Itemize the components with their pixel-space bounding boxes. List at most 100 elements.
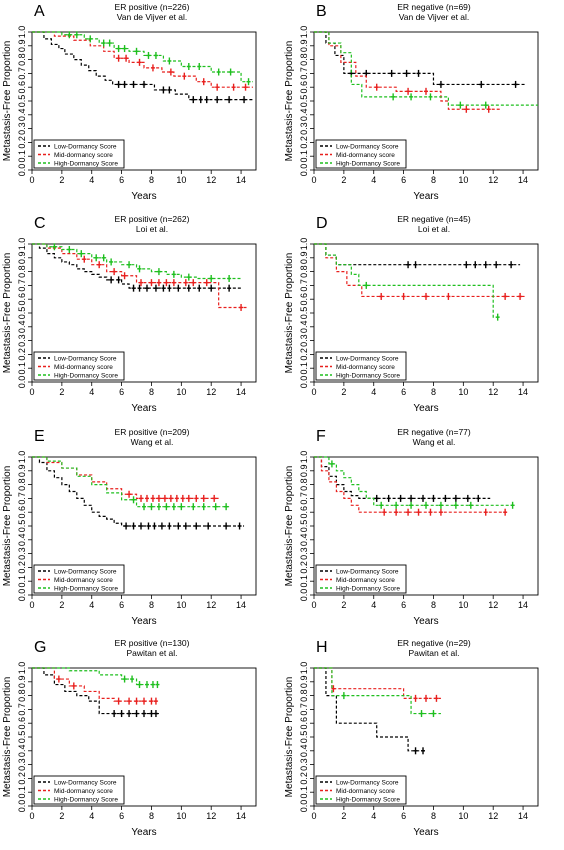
- km-series-low: [32, 31, 254, 104]
- x-tick-label: 10: [458, 811, 468, 821]
- x-axis-label: Years: [413, 191, 438, 202]
- x-axis-label: Years: [413, 403, 438, 414]
- y-tick-label: 0.3: [299, 334, 309, 347]
- km-series-low: [32, 667, 159, 718]
- km-curve-mid: [314, 243, 527, 298]
- x-tick-label: 12: [206, 600, 216, 610]
- km-curve-low: [314, 667, 426, 752]
- panel-letter: G: [34, 639, 46, 656]
- km-series-mid: [314, 243, 527, 300]
- x-tick-label: 0: [311, 811, 316, 821]
- y-tick-label: 0.5: [299, 95, 309, 108]
- y-tick-label: 0.7: [299, 703, 309, 716]
- y-tick-label: 0.1: [17, 575, 27, 588]
- y-tick-label: 0.0: [17, 164, 27, 177]
- x-tick-label: 2: [341, 811, 346, 821]
- x-tick-label: 2: [59, 175, 64, 185]
- y-tick-label: 0.4: [299, 534, 309, 547]
- panel-letter: C: [34, 215, 46, 232]
- legend-label-mid: Mid-dormancy score: [336, 577, 395, 584]
- km-series-high: [32, 456, 230, 511]
- legend-label-low: Low-Dormancy Score: [54, 568, 117, 575]
- y-tick-label: 0.9: [299, 40, 309, 53]
- km-curve-high: [314, 667, 441, 715]
- km-curve-mid: [32, 243, 249, 309]
- km-series-mid: [32, 456, 219, 502]
- y-tick-label: 0.1: [299, 362, 309, 375]
- km-series-mid: [32, 243, 249, 311]
- x-tick-label: 0: [29, 175, 34, 185]
- y-tick-label: 1.0: [17, 451, 27, 464]
- km-curve-low: [314, 243, 521, 266]
- km-panel-h: H ER negative (n=29)Pawitan et al. 0 2 4 6 8 10…: [284, 638, 539, 838]
- km-curve-high: [314, 31, 538, 106]
- km-panel-c: C ER positive (n=262)Loi et al. 0 2 4 6 8 10 12 1…: [2, 214, 257, 414]
- panel-title-line2: Loi et al.: [136, 224, 168, 234]
- x-tick-label: 8: [149, 600, 154, 610]
- y-tick-label: 0.9: [17, 40, 27, 53]
- y-tick-label: 0.6: [17, 81, 27, 94]
- y-tick-label: 0.3: [299, 122, 309, 135]
- y-tick-label: 0.9: [299, 676, 309, 689]
- x-tick-label: 4: [371, 811, 376, 821]
- x-tick-label: 6: [401, 600, 406, 610]
- x-tick-label: 6: [401, 387, 406, 397]
- panel-title-line1: ER negative (n=29): [397, 638, 471, 648]
- legend-label-high: High-Dormancy Score: [336, 160, 400, 167]
- y-tick-label: 0.2: [17, 348, 27, 361]
- legend-label-high: High-Dormancy Score: [54, 796, 118, 803]
- x-tick-label: 14: [236, 811, 246, 821]
- y-tick-label: 0.4: [299, 745, 309, 758]
- y-axis-label: Metastasis-Free Proportion: [284, 253, 295, 374]
- x-tick-label: 10: [176, 600, 186, 610]
- km-series-high: [32, 31, 254, 86]
- y-tick-label: 0.4: [17, 534, 27, 547]
- y-tick-label: 0.6: [17, 506, 27, 519]
- y-tick-label: 1.0: [17, 26, 27, 39]
- legend: Low-Dormancy Score Mid-dormancy scoreHigh…: [33, 775, 125, 805]
- legend-label-mid: Mid-dormancy score: [54, 364, 113, 371]
- y-tick-label: 0.5: [17, 520, 27, 533]
- y-tick-label: 0.6: [17, 717, 27, 730]
- y-tick-label: 1.0: [17, 662, 27, 675]
- x-tick-label: 6: [401, 175, 406, 185]
- y-tick-label: 0.5: [17, 731, 27, 744]
- km-series-high: [314, 456, 516, 509]
- legend-label-mid: Mid-dormancy score: [336, 152, 395, 159]
- y-axis-label: Metastasis-Free Proportion: [2, 41, 13, 162]
- y-tick-label: 0.7: [17, 703, 27, 716]
- y-tick-label: 0.9: [299, 465, 309, 478]
- panel-letter: H: [316, 639, 328, 656]
- panel-letter: A: [34, 3, 45, 20]
- x-tick-label: 8: [431, 600, 436, 610]
- y-tick-label: 0.0: [299, 376, 309, 389]
- legend-label-low: Low-Dormancy Score: [336, 568, 399, 575]
- y-tick-label: 0.9: [17, 465, 27, 478]
- legend-label-mid: Mid-dormancy score: [54, 152, 113, 159]
- x-tick-label: 12: [206, 387, 216, 397]
- x-tick-label: 4: [89, 175, 94, 185]
- x-tick-label: 10: [176, 387, 186, 397]
- x-tick-label: 12: [488, 811, 498, 821]
- x-tick-label: 0: [29, 600, 34, 610]
- y-tick-label: 1.0: [17, 238, 27, 251]
- x-tick-label: 2: [59, 600, 64, 610]
- km-series-high: [314, 31, 538, 109]
- y-tick-label: 0.4: [17, 109, 27, 122]
- km-panel-f: F ER negative (n=77)Wang et al. 0 2 4 6 8 10 12 1…: [284, 427, 539, 627]
- km-curve-low: [32, 667, 159, 715]
- y-tick-label: 0.2: [17, 136, 27, 149]
- x-tick-label: 14: [518, 175, 528, 185]
- y-tick-label: 0.1: [299, 150, 309, 163]
- y-tick-label: 0.7: [17, 492, 27, 505]
- y-tick-label: 0.1: [17, 150, 27, 163]
- legend-label-mid: Mid-dormancy score: [336, 788, 395, 795]
- km-panel-b: B ER negative (n=69)Van de Vijver et al. 0…: [284, 2, 539, 202]
- legend: Low-Dormancy Score Mid-dormancy scoreHigh…: [315, 564, 407, 594]
- km-series-low: [32, 243, 242, 292]
- x-tick-label: 10: [176, 811, 186, 821]
- legend: Low-Dormancy Score Mid-dormancy scoreHigh…: [315, 139, 407, 169]
- km-series-low: [314, 31, 527, 88]
- x-tick-label: 10: [458, 387, 468, 397]
- legend-label-low: Low-Dormancy Score: [54, 143, 117, 150]
